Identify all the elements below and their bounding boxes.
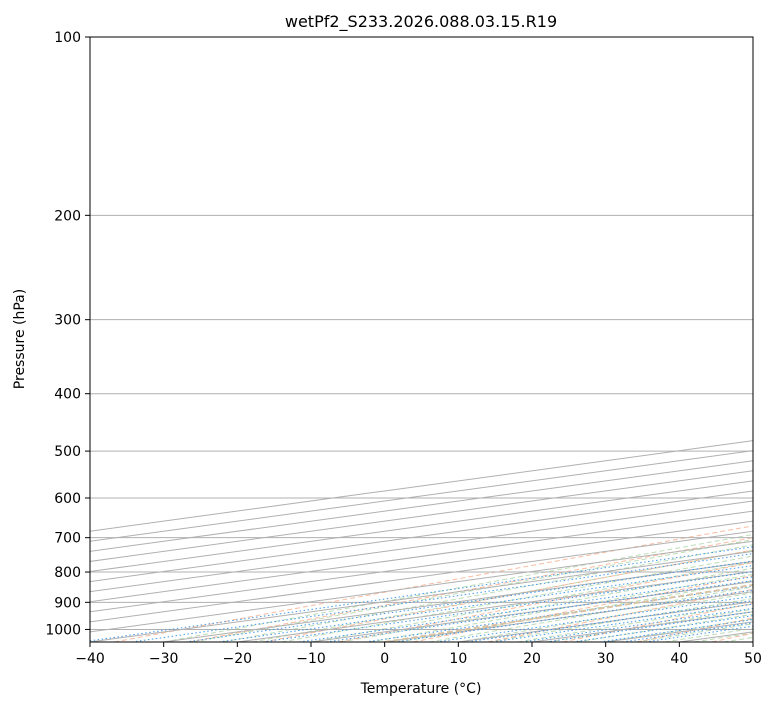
- mixing-ratio-line: [90, 546, 753, 642]
- x-tick-label: 30: [597, 651, 615, 667]
- x-tick-label: 0: [380, 651, 389, 667]
- dry-adiabat: [188, 537, 753, 642]
- isotherm-line: [90, 510, 753, 603]
- x-tick-label: 10: [449, 651, 467, 667]
- mixing-ratio-lines: [90, 546, 753, 642]
- moist-adiabat: [340, 567, 753, 642]
- dry-adiabat: [114, 525, 753, 642]
- x-axis-title: Temperature (°C): [360, 681, 482, 697]
- y-tick-label: 600: [54, 491, 81, 507]
- moist-adiabat: [252, 549, 753, 642]
- isotherm-line: [90, 500, 753, 593]
- isotherm-line: [90, 460, 753, 552]
- y-tick-label: 700: [54, 531, 81, 547]
- x-axis: −40 −30 −20 −10 0 10 20 30 40 50: [75, 642, 762, 667]
- x-tick-label: −20: [223, 651, 253, 667]
- x-tick-label: 20: [523, 651, 541, 667]
- y-tick-label: 200: [54, 208, 81, 224]
- isotherm-line: [90, 530, 753, 623]
- y-tick-label: 900: [54, 595, 81, 611]
- mixing-ratio-line: [299, 576, 753, 642]
- y-tick-label: 500: [54, 444, 81, 460]
- x-tick-label: −30: [149, 651, 179, 667]
- y-tick-label: 1000: [45, 622, 81, 638]
- y-axis: 100 200 300 400 500 600 700 800 900 1000: [45, 30, 90, 638]
- moist-adiabat: [193, 539, 753, 642]
- y-tick-label: 300: [54, 313, 81, 329]
- chart-title: wetPf2_S233.2026.088.03.15.R19: [285, 12, 557, 32]
- moist-adiabat: [369, 573, 753, 642]
- x-tick-label: −10: [296, 651, 326, 667]
- mixing-ratio-line: [185, 560, 753, 642]
- skewed-isotherm-grid: [90, 440, 753, 642]
- mixing-ratio-line: [365, 585, 753, 642]
- y-tick-label: 100: [54, 30, 81, 46]
- y-axis-title: Pressure (hPa): [12, 289, 28, 389]
- isotherm-line: [90, 520, 753, 613]
- y-tick-label: 800: [54, 565, 81, 581]
- plot-frame: [89, 36, 754, 643]
- mixing-ratio-line: [394, 589, 753, 642]
- moist-adiabat: [487, 597, 753, 642]
- isotherm-line: [90, 490, 753, 583]
- moist-adiabat: [222, 544, 753, 642]
- mixing-ratio-line: [326, 580, 753, 642]
- isotherm-line: [90, 480, 753, 573]
- moist-adiabat: [428, 586, 753, 642]
- x-tick-label: 50: [744, 651, 762, 667]
- dry-adiabats: [114, 525, 753, 642]
- x-tick-label: 40: [670, 651, 688, 667]
- x-tick-label: −40: [75, 651, 105, 667]
- y-tick-label: 400: [54, 387, 81, 403]
- isobar-grid: [90, 37, 753, 630]
- moist-adiabat: [163, 533, 753, 642]
- isotherm-line: [90, 450, 753, 542]
- isotherm-line: [90, 470, 753, 562]
